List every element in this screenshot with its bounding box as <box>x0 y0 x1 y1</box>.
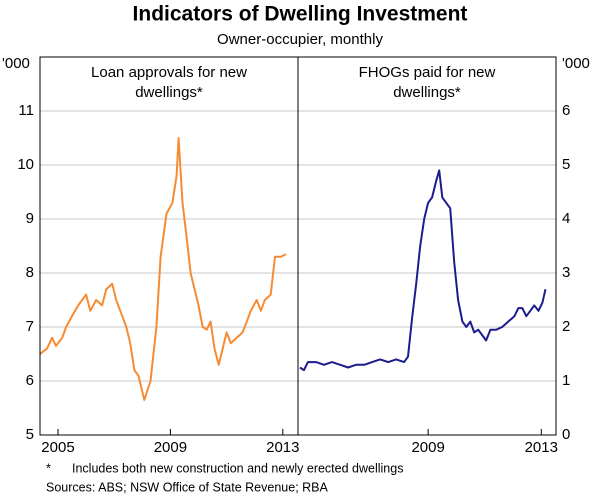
panel-title: FHOGs paid for new <box>359 64 496 81</box>
x-tick-label: 2005 <box>41 439 74 456</box>
y-tick-label: 2 <box>562 318 570 335</box>
x-tick-label: 2009 <box>411 439 444 456</box>
y-tick-label: 6 <box>562 102 570 119</box>
y-tick-label: 4 <box>562 210 570 227</box>
y-tick-label: 11 <box>18 102 34 119</box>
sources: Sources: ABS; NSW Office of State Revenu… <box>46 480 329 494</box>
y-tick-label: 3 <box>562 264 570 281</box>
panel-title: dwellings* <box>135 84 203 101</box>
y-tick-label: 5 <box>562 156 570 173</box>
series-line <box>39 137 287 401</box>
y-unit-label: '000 <box>2 55 30 72</box>
x-tick-label: 2013 <box>525 439 558 456</box>
panel-title: dwellings* <box>393 84 461 101</box>
chart-subtitle: Owner-occupier, monthly <box>217 31 383 48</box>
y-tick-label: 5 <box>26 426 34 443</box>
y-tick-label: 8 <box>26 264 34 281</box>
y-tick-label: 10 <box>17 156 34 173</box>
chart-title: Indicators of Dwelling Investment <box>133 3 468 26</box>
y-tick-label: 7 <box>26 318 34 335</box>
series-line <box>299 169 547 372</box>
note-text: Includes both new construction and newly… <box>72 461 403 475</box>
x-tick-label: 2009 <box>154 439 187 456</box>
x-tick-label: 2013 <box>266 439 299 456</box>
y-tick-label: 6 <box>26 372 34 389</box>
y-tick-label: 9 <box>26 210 34 227</box>
note-marker: * <box>46 461 51 475</box>
y-unit-label: '000 <box>562 55 590 72</box>
y-tick-label: 1 <box>562 372 570 389</box>
y-tick-label: 0 <box>562 426 570 443</box>
panel-title: Loan approvals for new <box>91 64 247 81</box>
